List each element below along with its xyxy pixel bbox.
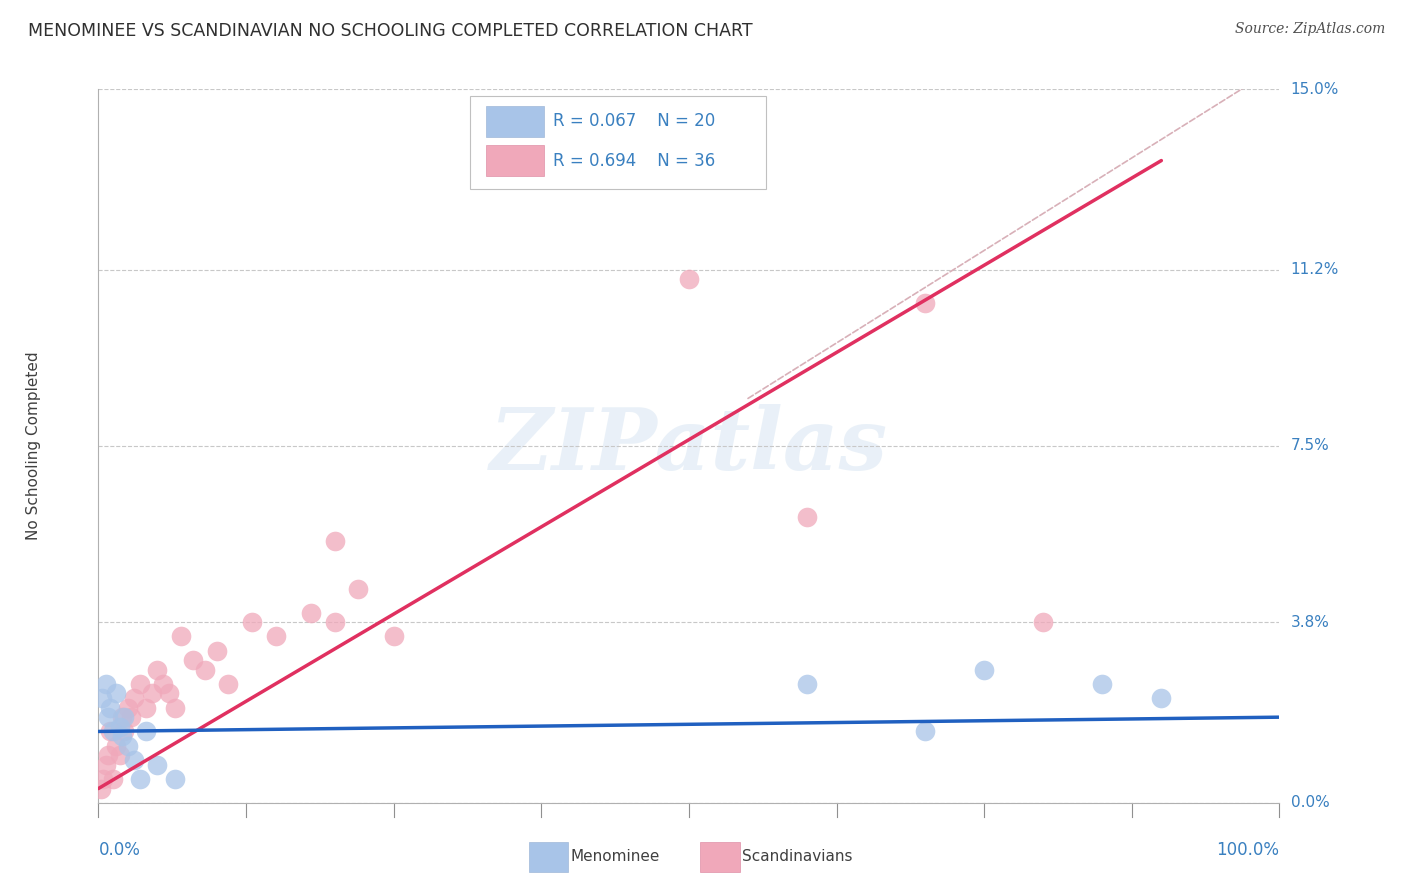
Point [146, 663, 169, 677]
Point [111, 729, 134, 743]
Point [382, 629, 405, 643]
Point [97, 748, 120, 763]
Point [108, 720, 131, 734]
Text: No Schooling Completed: No Schooling Completed [25, 351, 41, 541]
Point [98, 724, 121, 739]
Point [135, 700, 157, 714]
Point [122, 753, 145, 767]
Point [914, 296, 936, 310]
Point [1032, 615, 1054, 629]
Text: Menominee: Menominee [571, 849, 661, 863]
Text: Source: ZipAtlas.com: Source: ZipAtlas.com [1234, 22, 1385, 37]
Point [323, 534, 346, 549]
Text: Scandinavians: Scandinavians [742, 849, 853, 863]
Point [112, 710, 135, 724]
Point [91, 691, 114, 706]
Point [973, 663, 995, 677]
Point [112, 724, 135, 739]
FancyBboxPatch shape [486, 145, 544, 177]
Point [205, 643, 228, 657]
Text: 15.0%: 15.0% [1291, 82, 1339, 96]
Text: R = 0.694    N = 36: R = 0.694 N = 36 [553, 152, 716, 169]
Text: MENOMINEE VS SCANDINAVIAN NO SCHOOLING COMPLETED CORRELATION CHART: MENOMINEE VS SCANDINAVIAN NO SCHOOLING C… [28, 22, 752, 40]
FancyBboxPatch shape [486, 105, 544, 137]
Point [141, 686, 163, 700]
Point [105, 686, 128, 700]
Point [165, 700, 187, 714]
Point [914, 724, 936, 739]
Point [128, 772, 150, 786]
Point [347, 582, 370, 596]
Text: 0.0%: 0.0% [98, 841, 141, 859]
Point [97, 710, 120, 724]
Point [240, 615, 263, 629]
Point [299, 606, 322, 620]
Point [117, 700, 139, 714]
Point [117, 739, 139, 753]
Point [111, 710, 134, 724]
Point [101, 772, 124, 786]
Point [1150, 691, 1173, 706]
Point [108, 748, 131, 763]
Point [91, 772, 114, 786]
Text: R = 0.067    N = 20: R = 0.067 N = 20 [553, 112, 716, 130]
Point [796, 677, 818, 691]
Point [105, 739, 128, 753]
Point [678, 272, 700, 286]
Point [98, 700, 121, 714]
Text: 11.2%: 11.2% [1291, 262, 1339, 277]
Point [121, 710, 143, 724]
Text: 7.5%: 7.5% [1291, 439, 1329, 453]
Text: ZIPatlas: ZIPatlas [489, 404, 889, 488]
Point [323, 615, 346, 629]
FancyBboxPatch shape [471, 96, 766, 189]
Point [217, 677, 239, 691]
Point [194, 663, 217, 677]
Point [152, 677, 174, 691]
Point [128, 677, 150, 691]
Point [796, 510, 818, 524]
Point [1091, 677, 1114, 691]
Text: 100.0%: 100.0% [1216, 841, 1279, 859]
Point [181, 653, 204, 667]
Point [264, 629, 287, 643]
Point [94, 757, 117, 772]
Point [122, 691, 145, 706]
Point [170, 629, 193, 643]
Point [90, 781, 112, 796]
Point [157, 686, 180, 700]
Point [165, 772, 187, 786]
Point [146, 757, 169, 772]
Point [101, 724, 124, 739]
Point [94, 677, 117, 691]
Point [135, 724, 157, 739]
Text: 3.8%: 3.8% [1291, 615, 1330, 630]
Text: 0.0%: 0.0% [1291, 796, 1329, 810]
